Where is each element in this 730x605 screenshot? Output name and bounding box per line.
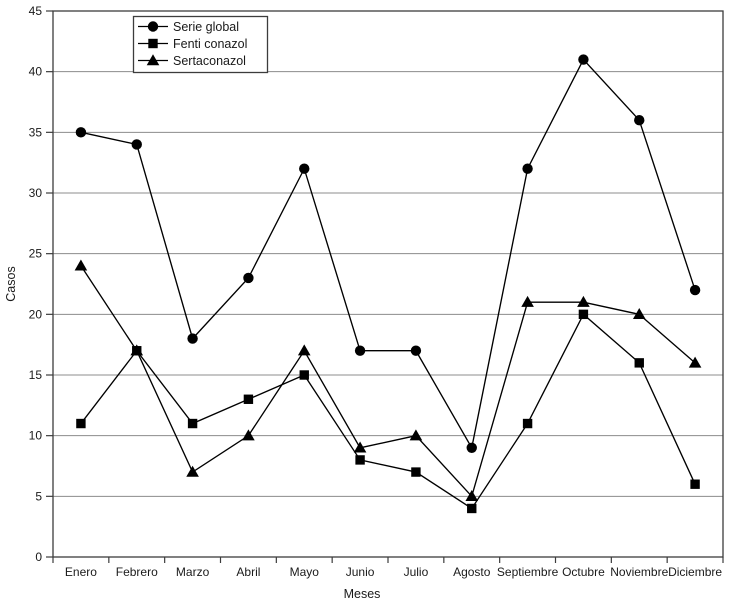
triangle-marker bbox=[297, 344, 311, 356]
circle-marker bbox=[410, 345, 422, 356]
triangle-marker bbox=[146, 54, 160, 66]
square-marker bbox=[243, 394, 254, 404]
y-tick-label: 45 bbox=[29, 4, 43, 18]
triangle-marker bbox=[186, 465, 199, 477]
series-serie-global bbox=[75, 54, 701, 453]
square-marker bbox=[578, 309, 589, 320]
legend: Serie global Fenti conazol Sertaconazol bbox=[132, 15, 269, 74]
circle-marker bbox=[131, 139, 142, 150]
triangle-marker bbox=[130, 344, 144, 356]
y-tick-label: 0 bbox=[35, 550, 42, 564]
circle-marker bbox=[578, 54, 589, 65]
triangle-marker bbox=[688, 356, 702, 368]
circle-marker bbox=[243, 272, 254, 284]
x-tick-label: Marzo bbox=[176, 565, 210, 579]
square-marker bbox=[299, 370, 309, 380]
series-sertaconazol bbox=[74, 259, 702, 502]
legend-item: Fenti conazol bbox=[138, 37, 247, 51]
circle-marker bbox=[689, 284, 701, 296]
square-marker bbox=[76, 418, 86, 429]
triangle-marker bbox=[242, 429, 255, 441]
y-tick-label: 10 bbox=[29, 429, 43, 443]
x-tick-label: Septiembre bbox=[497, 565, 559, 579]
triangle-marker bbox=[465, 490, 479, 502]
series-line bbox=[80, 58, 696, 450]
triangle-marker bbox=[409, 429, 423, 441]
circle-marker bbox=[147, 21, 159, 32]
triangle-marker bbox=[632, 308, 646, 320]
y-tick-label: 30 bbox=[29, 186, 43, 200]
circle-marker bbox=[299, 163, 310, 174]
x-tick-label: Junio bbox=[346, 565, 375, 579]
square-marker bbox=[355, 455, 365, 465]
legend-label: Fenti conazol bbox=[173, 37, 247, 51]
square-marker bbox=[690, 479, 700, 489]
triangle-marker bbox=[74, 259, 88, 271]
circle-marker bbox=[522, 163, 533, 174]
y-tick-label: 20 bbox=[29, 307, 43, 321]
series-line bbox=[80, 265, 696, 498]
circle-marker bbox=[75, 127, 87, 138]
square-marker bbox=[522, 418, 533, 429]
triangle-marker bbox=[577, 295, 590, 307]
x-tick-label: Abril bbox=[236, 565, 260, 579]
legend-label: Serie global bbox=[173, 20, 239, 34]
y-tick-label: 40 bbox=[29, 65, 43, 79]
legend-item: Sertaconazol bbox=[138, 54, 246, 68]
x-tick-label: Enero bbox=[65, 565, 97, 579]
y-axis-title: Casos bbox=[4, 266, 18, 301]
y-tick-label: 25 bbox=[29, 247, 43, 261]
x-tick-label: Octubre bbox=[562, 565, 605, 579]
square-marker bbox=[187, 418, 198, 429]
x-tick-label: Noviembre bbox=[610, 565, 668, 579]
plot-frame bbox=[52, 10, 724, 558]
square-marker bbox=[148, 38, 158, 49]
square-marker bbox=[411, 467, 421, 477]
x-tick-label: Diciembre bbox=[668, 565, 722, 579]
y-tick-label: 5 bbox=[35, 489, 42, 503]
y-tick-label: 15 bbox=[29, 368, 43, 382]
legend-label: Sertaconazol bbox=[173, 54, 246, 68]
circle-marker bbox=[187, 333, 198, 344]
circle-marker bbox=[466, 442, 477, 453]
square-marker bbox=[467, 503, 477, 514]
triangle-marker bbox=[353, 441, 367, 453]
y-tick-label: 35 bbox=[29, 125, 43, 139]
circle-marker bbox=[354, 345, 366, 356]
circle-marker bbox=[634, 115, 645, 126]
legend-item: Serie global bbox=[138, 20, 239, 34]
square-marker bbox=[634, 358, 644, 368]
x-tick-label: Febrero bbox=[116, 565, 158, 579]
x-tick-label: Mayo bbox=[290, 565, 320, 579]
x-axis-title: Meses bbox=[344, 587, 381, 601]
series-line bbox=[80, 313, 696, 510]
x-tick-label: Agosto bbox=[453, 565, 491, 579]
triangle-marker bbox=[521, 295, 534, 307]
x-tick-label: Julio bbox=[404, 565, 429, 579]
series-fenti-conazol bbox=[76, 309, 700, 514]
